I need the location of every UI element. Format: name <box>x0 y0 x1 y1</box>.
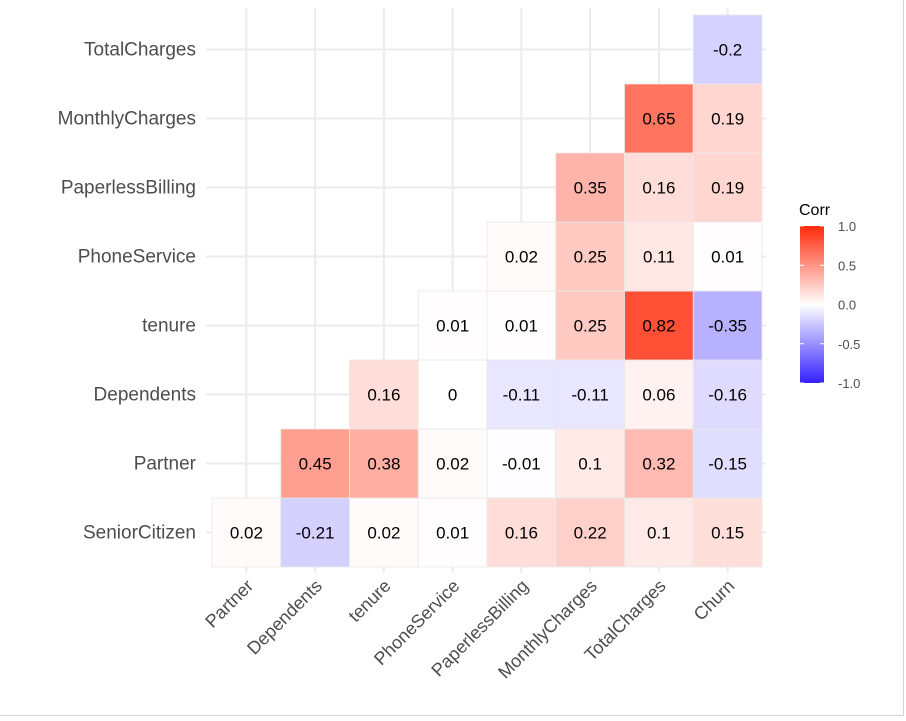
cell-value-label: 0.02 <box>367 524 400 543</box>
cell-value-labels: 0.02 -0.21 0.02 0.01 0.16 0.22 0.1 0.15 0.45 0.38… <box>230 41 747 543</box>
heatmap-tiles <box>211 14 763 568</box>
cell-value-label: -0.15 <box>708 455 747 474</box>
heatmap-cell <box>280 497 350 568</box>
heatmap-cell <box>555 497 625 568</box>
y-tick-label-dependents: Dependents <box>94 385 196 406</box>
cell-value-label: -0.16 <box>708 386 747 405</box>
y-tick-label-monthlycharges: MonthlyCharges <box>58 109 196 130</box>
x-tick-label-partner: Partner <box>201 576 257 632</box>
cell-value-label: 0.82 <box>642 317 675 336</box>
cell-value-label: -0.2 <box>713 41 742 60</box>
legend-title: Corr <box>799 202 831 219</box>
heatmap-cell <box>624 83 694 154</box>
heatmap-cell <box>692 428 763 499</box>
legend-tick-label: -1.0 <box>838 376 860 391</box>
cell-value-label: 0.01 <box>505 317 538 336</box>
cell-value-label: 0.01 <box>436 317 469 336</box>
heatmap-cell <box>624 152 694 223</box>
heatmap-cell <box>692 497 763 568</box>
cell-value-label: 0.65 <box>642 110 675 129</box>
cell-value-label: 0.06 <box>642 386 675 405</box>
cell-value-label: 0.16 <box>367 386 400 405</box>
cell-value-label: 0.01 <box>436 524 469 543</box>
heatmap-cell <box>211 497 282 568</box>
y-tick-label-totalcharges: TotalCharges <box>84 40 196 61</box>
x-tick-label-dependents: Dependents <box>243 576 326 659</box>
cell-value-label: 0.19 <box>711 179 744 198</box>
y-tick-label-tenure: tenure <box>142 316 196 337</box>
heatmap-cell <box>486 428 557 499</box>
y-tick-label-paperlessbilling: PaperlessBilling <box>61 178 196 199</box>
cell-value-label: 0.02 <box>505 248 538 267</box>
cell-value-label: 0.1 <box>578 455 602 474</box>
cell-value-label: 0.19 <box>711 110 744 129</box>
y-axis: SeniorCitizen Partner Dependents tenure Phon… <box>58 40 197 544</box>
heatmap-cell <box>417 428 488 499</box>
y-tick-label-phoneservice: PhoneService <box>78 247 196 268</box>
cell-value-label: -0.21 <box>296 524 335 543</box>
cell-value-label: -0.11 <box>571 386 609 405</box>
cell-value-label: 0.16 <box>642 179 675 198</box>
cell-value-label: 0.25 <box>574 248 607 267</box>
legend-tick-label: 1.0 <box>838 219 856 234</box>
heatmap-cell <box>555 221 625 292</box>
heatmap-cell <box>692 221 763 292</box>
cell-value-label: -0.35 <box>708 317 747 336</box>
heatmap-cell <box>280 428 350 499</box>
cell-value-label: 0.02 <box>436 455 469 474</box>
y-tick-label-seniorcitizen: SeniorCitizen <box>83 523 196 544</box>
heatmap-cell <box>417 497 488 568</box>
heatmap-cell <box>349 428 419 499</box>
cell-value-label: -0.11 <box>503 386 541 405</box>
heatmap-cell <box>692 359 763 430</box>
cell-value-label: 0.16 <box>505 524 538 543</box>
cell-value-label: 0.15 <box>711 524 744 543</box>
heatmap-cell <box>349 497 419 568</box>
cell-value-label: 0 <box>448 386 457 405</box>
heatmap-cell <box>624 428 694 499</box>
heatmap-cell <box>555 428 625 499</box>
cell-value-label: 0.38 <box>367 455 400 474</box>
legend-tick-label: 0.0 <box>838 298 856 313</box>
cell-value-label: 0.45 <box>299 455 332 474</box>
cell-value-label: 0.1 <box>647 524 671 543</box>
cell-value-label: 0.25 <box>574 317 607 336</box>
x-tick-label-tenure: tenure <box>344 576 394 626</box>
legend-tick-label: -0.5 <box>838 337 860 352</box>
cell-value-label: 0.01 <box>711 248 744 267</box>
cell-value-label: 0.02 <box>230 524 263 543</box>
heatmap-cell <box>349 359 419 430</box>
legend-tick-label: 0.5 <box>838 258 856 273</box>
cell-value-label: 0.35 <box>574 179 607 198</box>
heatmap-cell <box>486 221 557 292</box>
heatmap-cell <box>624 359 694 430</box>
heatmap-cell <box>555 359 625 430</box>
cell-value-label: -0.01 <box>502 455 541 474</box>
heatmap-cell <box>417 290 488 361</box>
x-tick-label-churn: Churn <box>690 576 739 625</box>
cell-value-label: 0.22 <box>574 524 607 543</box>
y-tick-label-partner: Partner <box>134 454 197 475</box>
cell-value-label: 0.11 <box>643 248 675 267</box>
heatmap-cell <box>692 83 763 154</box>
color-legend: Corr 1.0 0.5 0.0 -0.5 -1.0 <box>799 202 860 391</box>
heatmap-cell <box>692 14 763 85</box>
heatmap-cell <box>486 290 557 361</box>
heatmap-cell <box>417 359 488 430</box>
cell-value-label: 0.32 <box>642 455 675 474</box>
legend-ticks: 1.0 0.5 0.0 -0.5 -1.0 <box>800 219 860 391</box>
heatmap-cell <box>486 497 557 568</box>
heatmap-cell <box>692 290 763 361</box>
